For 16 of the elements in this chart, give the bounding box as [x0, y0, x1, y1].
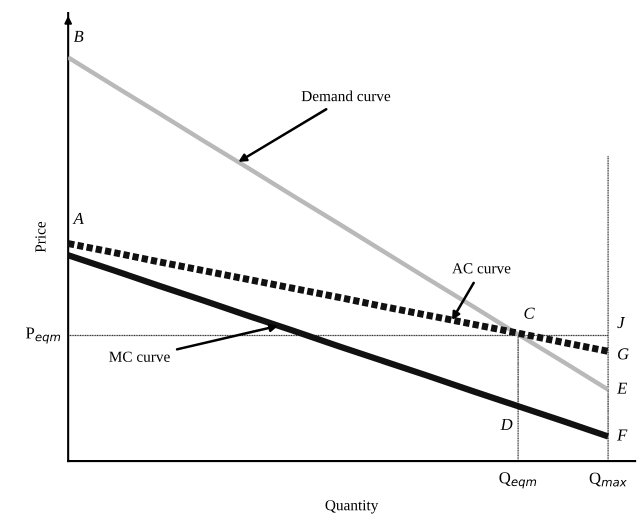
annotation: MC curve	[109, 352, 170, 362]
ref-line-label: P$_{eqm}$	[26, 327, 60, 344]
x-axis-title: Quantity	[326, 500, 378, 514]
annotation: Demand curve	[302, 90, 390, 102]
annotation: F	[617, 430, 628, 440]
annotation: AC curve	[452, 263, 510, 274]
annotation: J	[617, 317, 626, 328]
annotation: D	[500, 418, 512, 430]
annotation: E	[616, 382, 628, 394]
annotation: A	[72, 212, 84, 224]
annotation: G	[618, 348, 629, 360]
annotation: C	[524, 308, 535, 319]
x-tick-label: Q$_{max}$	[590, 472, 627, 487]
y-axis-title: Price	[35, 222, 46, 252]
x-tick-label: Q$_{eqm}$	[499, 472, 536, 488]
text: B	[74, 30, 84, 42]
